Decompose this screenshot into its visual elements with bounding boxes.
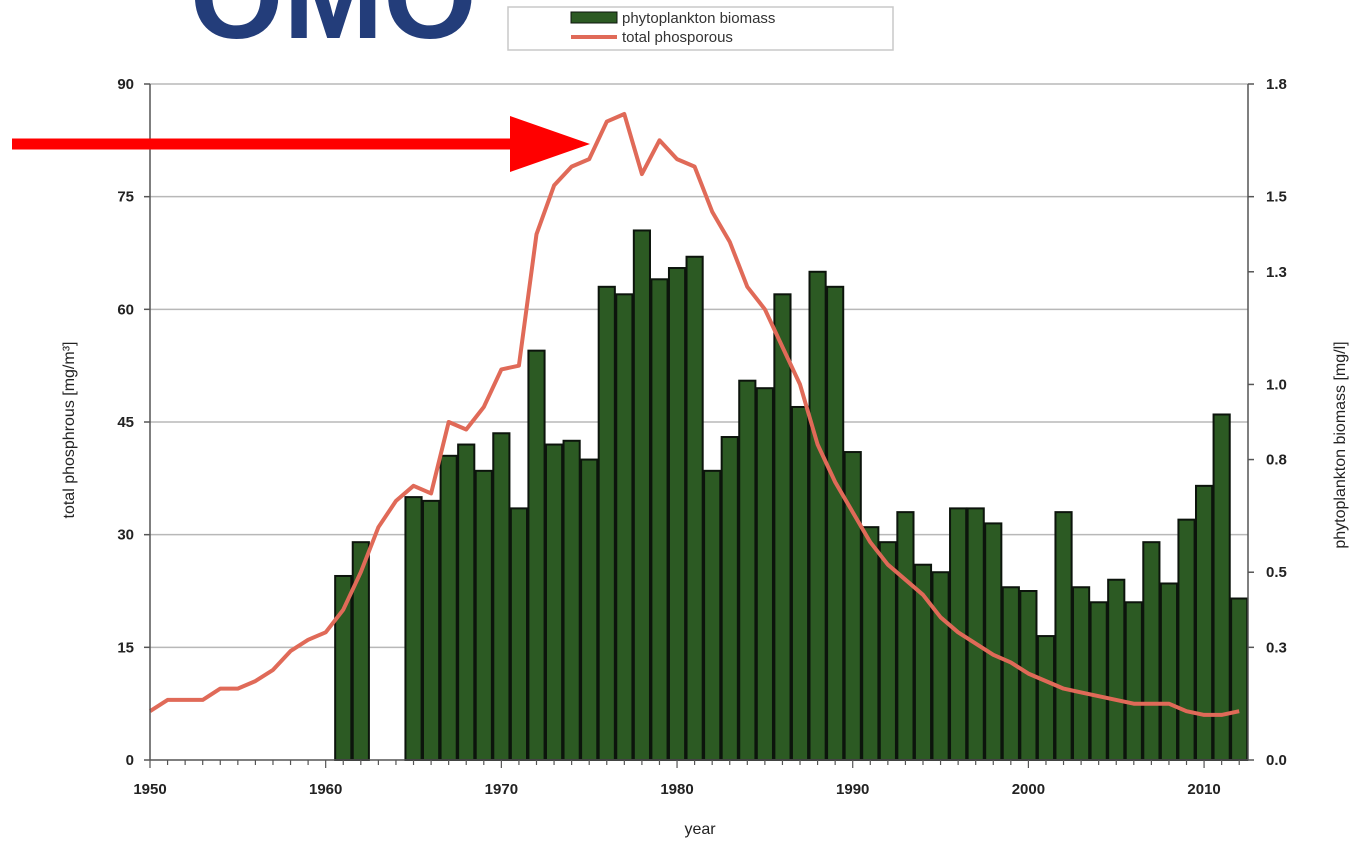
x-tick-label: 1980: [660, 781, 693, 798]
left-tick-label: 45: [117, 414, 134, 431]
x-tick-label: 2000: [1012, 781, 1045, 798]
bar: [457, 443, 476, 761]
bar: [667, 267, 687, 761]
x-axis-label: year: [684, 821, 716, 838]
left-tick-label: 60: [117, 301, 134, 318]
bar: [720, 436, 739, 761]
bar: [1001, 586, 1020, 761]
left-tick-label: 75: [117, 189, 134, 206]
legend-swatch-bars: [570, 11, 618, 24]
right-tick-labels: 0.0 0.3 0.5 0.8 1.0 1.3 1.5 1.8: [1248, 76, 1287, 769]
line-series: [148, 112, 1240, 717]
bar: [773, 293, 792, 761]
left-tick-label: 30: [117, 527, 134, 544]
legend-label-bars: phytoplankton biomass: [622, 10, 775, 27]
bar: [527, 349, 546, 761]
bar: [474, 469, 493, 761]
legend: phytoplankton biomass total phosporous: [507, 6, 894, 51]
bar: [1072, 586, 1091, 761]
right-tick-label: 1.8: [1266, 76, 1287, 93]
bar: [562, 439, 581, 761]
bar: [738, 379, 757, 761]
logo-watermark: OMO: [190, 0, 477, 64]
x-tick-label: 2010: [1187, 781, 1220, 798]
right-tick-label: 1.5: [1266, 189, 1287, 206]
bar: [1230, 597, 1249, 761]
left-axis-label: total phosphrous [mg/m³]: [61, 342, 78, 519]
bar: [1036, 635, 1056, 761]
bar: [861, 526, 880, 762]
bar: [790, 405, 810, 761]
bar: [580, 458, 599, 761]
x-tick-label: 1990: [836, 781, 869, 798]
right-tick-label: 0.0: [1266, 752, 1287, 769]
bar: [404, 496, 423, 761]
x-tick-label: 1960: [309, 781, 342, 798]
bar: [1159, 582, 1179, 761]
right-tick-label: 0.3: [1266, 639, 1287, 656]
bar: [1107, 578, 1126, 761]
right-tick-label: 0.5: [1266, 564, 1287, 581]
bar: [1124, 601, 1143, 761]
right-tick-label: 1.3: [1266, 264, 1287, 281]
bar: [878, 541, 897, 762]
bar: [826, 285, 845, 761]
bar: [1089, 601, 1108, 761]
left-tick-labels: 0 15 30 45 60 75 90: [117, 76, 150, 769]
bar: [1177, 518, 1196, 762]
bar: [931, 571, 950, 761]
x-tick-label: 1950: [133, 781, 166, 798]
bar: [615, 293, 634, 761]
legend-label-line: total phosporous: [622, 29, 733, 46]
phosphorus-line: [148, 112, 1240, 717]
x-tick-label: 1970: [485, 781, 518, 798]
bar: [843, 451, 862, 761]
right-tick-label: 1.0: [1266, 376, 1287, 393]
right-tick-label: 0.8: [1266, 452, 1287, 469]
bar: [685, 255, 704, 761]
left-tick-label: 15: [117, 639, 134, 656]
bar: [597, 285, 616, 761]
bar: [334, 574, 353, 761]
bar: [1194, 484, 1214, 761]
red-arrow-annotation: [12, 116, 590, 172]
right-axis-label: phytoplankton biomass [mg/l]: [1332, 341, 1349, 548]
left-tick-label: 0: [126, 752, 134, 769]
bar: [439, 454, 458, 761]
bar: [544, 443, 564, 761]
bar: [492, 432, 511, 761]
bar: [509, 507, 529, 761]
bar: [632, 229, 651, 761]
bar: [755, 387, 774, 761]
bar: [984, 522, 1003, 762]
left-tick-label: 90: [117, 76, 134, 93]
bar: [650, 278, 669, 761]
bar: [896, 511, 915, 762]
bar: [1054, 511, 1073, 762]
bar: [966, 507, 985, 761]
bar: [1212, 413, 1231, 761]
x-tick-labels: 1950 1960 1970 1980 1990 2000 2010: [133, 760, 1240, 798]
bar: [1142, 541, 1161, 762]
bar: [703, 469, 722, 761]
bar: [808, 270, 827, 761]
arrow-head: [510, 116, 590, 172]
bar: [422, 499, 441, 761]
